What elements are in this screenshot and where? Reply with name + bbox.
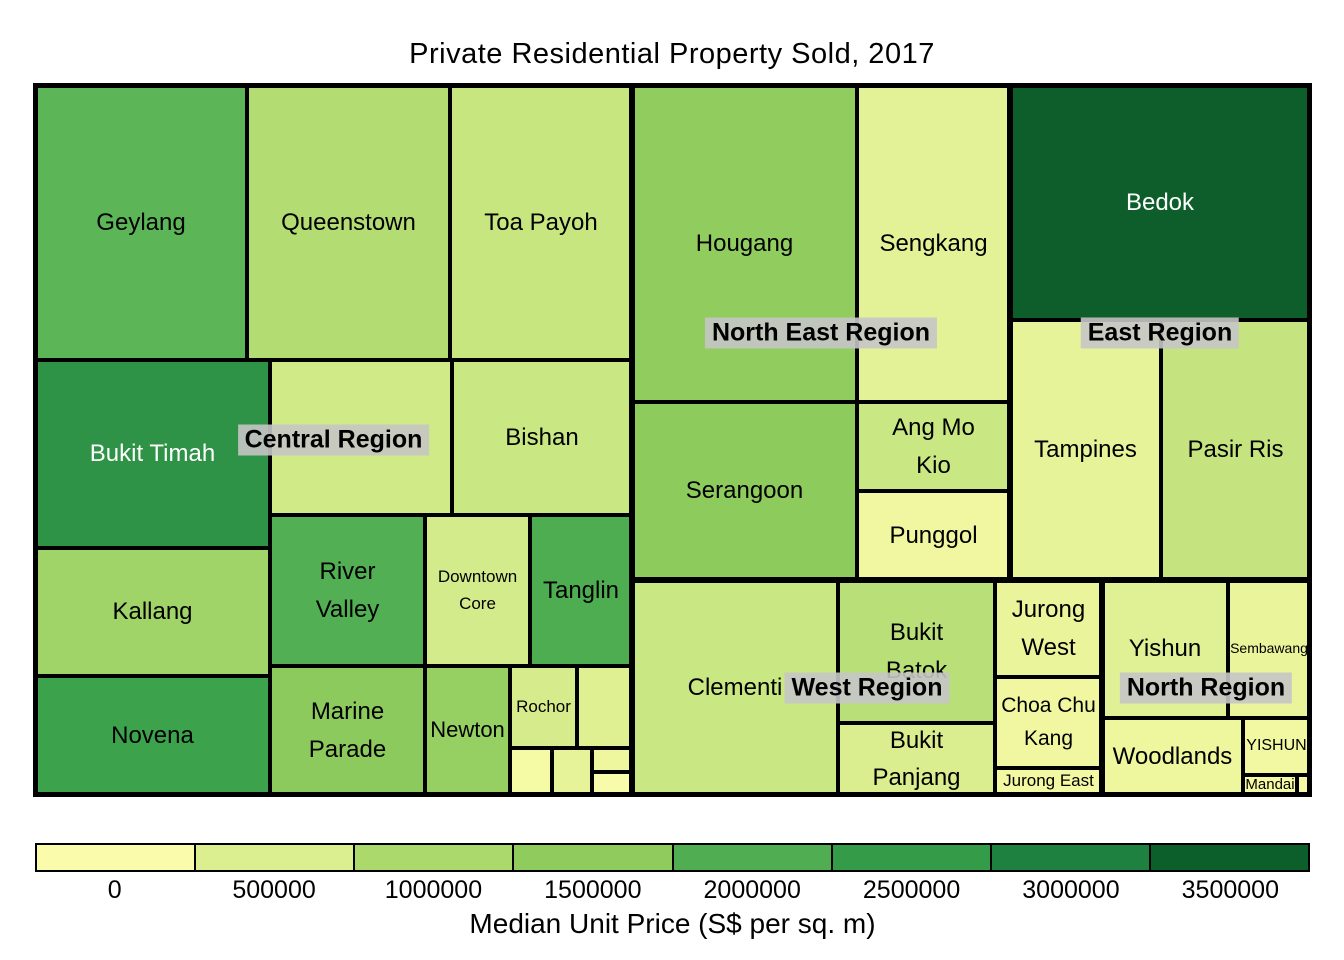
- colorbar-segment-8: [1148, 845, 1308, 870]
- colorbar-segment-6: [830, 845, 990, 870]
- colorbar-segment-4: [512, 845, 672, 870]
- region-label-west-region: West Region: [784, 672, 950, 703]
- treemap-cell-mandai: Mandai: [1243, 775, 1297, 795]
- cell-label-novena: Novena: [111, 721, 194, 749]
- colorbar-tick: 1500000: [544, 876, 642, 904]
- region-label-north-region: North Region: [1119, 672, 1293, 703]
- cell-label-newton: Newton: [430, 717, 505, 743]
- treemap-cell-yishun-caps: YISHUN: [1243, 718, 1310, 775]
- region-label-east-region: East Region: [1080, 317, 1240, 348]
- treemap-cell-pasir-ris: Pasir Ris: [1161, 320, 1310, 580]
- colorbar-segment-2: [194, 845, 354, 870]
- treemap-cell-bishan: Bishan: [452, 360, 632, 515]
- colorbar-tick: 3500000: [1181, 876, 1279, 904]
- colorbar-tick: 2000000: [703, 876, 801, 904]
- treemap-cell-geylang: Geylang: [35, 85, 247, 360]
- colorbar-tick-labels: 0 500000 1000000 1500000 2000000 2500000 30000…: [35, 876, 1310, 905]
- colorbar: [35, 843, 1310, 872]
- treemap-cell-tanglin: Tanglin: [530, 515, 632, 666]
- treemap-cell-toa-payoh: Toa Payoh: [450, 85, 632, 360]
- treemap-cell-tampines: Tampines: [1010, 320, 1161, 580]
- treemap-cell-central-sub-3: [510, 748, 552, 795]
- colorbar-tick: 3000000: [1022, 876, 1120, 904]
- cell-label-bishan: Bishan: [505, 423, 579, 451]
- treemap-cell-clementi: Clementi: [632, 580, 838, 795]
- cell-label-sembawang: Sembawang: [1230, 640, 1308, 657]
- treemap-cell-woodlands: Woodlands: [1102, 718, 1243, 795]
- cell-label-queenstown: Queenstown: [281, 208, 416, 236]
- treemap-cell-bukit-timah: Bukit Timah: [35, 360, 270, 548]
- cell-label-tanglin: Tanglin: [542, 576, 620, 604]
- treemap-cell-ang-mo-kio: Ang Mo Kio: [857, 402, 1010, 491]
- treemap-cell-rochor: Rochor: [510, 666, 577, 748]
- treemap-cell-sengkang: Sengkang: [857, 85, 1010, 402]
- region-label-north-east-region: North East Region: [704, 317, 938, 348]
- chart-title: Private Residential Property Sold, 2017: [409, 38, 935, 70]
- cell-label-downtown-core: Downtown Core: [437, 567, 518, 613]
- cell-label-mandai: Mandai: [1245, 776, 1295, 794]
- treemap-cell-central-sub-5: [592, 748, 632, 772]
- treemap-cell-jurong-east: Jurong East: [995, 768, 1102, 795]
- colorbar-segment-3: [353, 845, 513, 870]
- cell-label-tampines: Tampines: [1034, 436, 1137, 464]
- cell-label-choa-chu-kang: Choa Chu Kang: [1001, 693, 1096, 750]
- cell-label-clementi: Clementi: [687, 673, 783, 701]
- region-label-central-region: Central Region: [237, 424, 430, 456]
- treemap-cell-north-sub-1: [1297, 775, 1310, 795]
- treemap-cell-river-valley: River Valley: [270, 515, 425, 666]
- colorbar-tick: 1000000: [384, 876, 483, 904]
- cell-label-jurong-west: Jurong West: [1011, 596, 1086, 661]
- treemap-cell-choa-chu-kang: Choa Chu Kang: [995, 677, 1102, 768]
- cell-label-woodlands: Woodlands: [1112, 742, 1233, 770]
- treemap-cell-jurong-west: Jurong West: [995, 580, 1102, 677]
- cell-label-serangoon: Serangoon: [685, 477, 804, 505]
- colorbar-tick: 2500000: [862, 876, 961, 904]
- treemap-cell-hougang: Hougang: [632, 85, 857, 402]
- cell-label-ang-mo-kio: Ang Mo Kio: [892, 414, 975, 479]
- treemap-cell-central-sub-4: [552, 748, 592, 795]
- cell-label-bedok: Bedok: [1125, 188, 1195, 216]
- treemap-cell-downtown-core: Downtown Core: [425, 515, 530, 666]
- cell-label-kallang: Kallang: [112, 598, 193, 626]
- cell-label-jurong-east: Jurong East: [1003, 771, 1094, 791]
- cell-label-sengkang: Sengkang: [879, 229, 988, 257]
- colorbar-axis-label: Median Unit Price (S$ per sq. m): [469, 908, 876, 939]
- cell-label-rochor: Rochor: [516, 696, 571, 716]
- colorbar-tick: 500000: [232, 876, 316, 904]
- colorbar-segment-5: [671, 845, 831, 870]
- cell-label-hougang: Hougang: [695, 229, 794, 257]
- treemap-plot: Geylang Queenstown Toa Payoh Bukit Timah Bis…: [33, 83, 1312, 797]
- treemap-cell-bedok: Bedok: [1010, 85, 1310, 320]
- treemap-cell-kallang: Kallang: [35, 548, 270, 676]
- treemap-cell-serangoon: Serangoon: [632, 402, 857, 580]
- treemap-cell-punggol: Punggol: [857, 491, 1010, 580]
- cell-label-river-valley: River Valley: [315, 558, 380, 623]
- cell-label-bukit-panjang: Bukit Panjang: [872, 726, 961, 791]
- treemap-cell-queenstown: Queenstown: [247, 85, 450, 360]
- treemap-cell-central-sub-2: [577, 666, 632, 748]
- cell-label-geylang: Geylang: [96, 208, 186, 236]
- treemap-cell-newton: Newton: [425, 666, 510, 795]
- treemap-cell-central-sub-6: [592, 772, 632, 795]
- cell-label-pasir-ris: Pasir Ris: [1187, 436, 1284, 464]
- cell-label-yishun: Yishun: [1128, 635, 1202, 663]
- colorbar-segment-1: [37, 845, 195, 870]
- cell-label-bukit-timah: Bukit Timah: [89, 440, 216, 468]
- cell-label-punggol: Punggol: [889, 521, 978, 549]
- treemap-cell-marine-parade: Marine Parade: [270, 666, 425, 795]
- cell-label-yishun-caps: YISHUN: [1246, 737, 1307, 755]
- cell-label-toa-payoh: Toa Payoh: [484, 208, 598, 236]
- cell-label-marine-parade: Marine Parade: [308, 698, 387, 763]
- colorbar-segment-7: [989, 845, 1149, 870]
- treemap-cell-novena: Novena: [35, 676, 270, 795]
- colorbar-tick: 0: [107, 876, 122, 904]
- treemap-cell-bukit-panjang: Bukit Panjang: [838, 723, 995, 795]
